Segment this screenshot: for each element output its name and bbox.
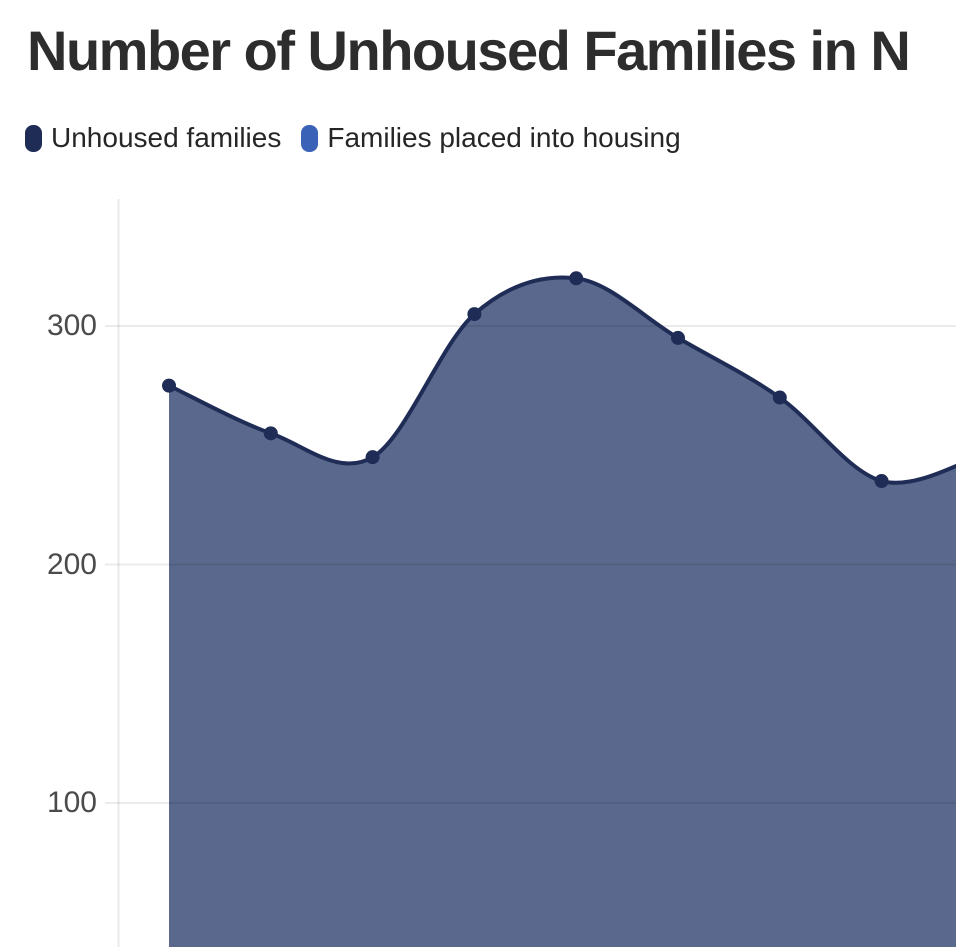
legend-item-families-placed: Families placed into housing (301, 122, 681, 154)
y-axis-label-200: 200 (46, 547, 97, 581)
data-point[interactable] (569, 271, 584, 286)
legend-item-unhoused-families: Unhoused families (25, 122, 281, 154)
y-axis-label-300: 300 (46, 309, 97, 342)
data-point[interactable] (772, 390, 787, 405)
legend-label-unhoused-families: Unhoused families (51, 122, 282, 153)
gridlines (105, 325, 956, 804)
legend-swatch-unhoused-families (25, 124, 42, 152)
data-point[interactable] (874, 474, 889, 489)
legend-swatch-families-placed (301, 124, 319, 152)
data-point[interactable] (467, 307, 482, 322)
data-points (162, 271, 889, 489)
data-point[interactable] (263, 426, 278, 441)
chart-legend: Unhoused families Families placed into h… (25, 122, 681, 154)
chart-title: Number of Unhoused Families in N (27, 19, 911, 82)
legend-label-families-placed: Families placed into housing (327, 122, 681, 153)
data-point[interactable] (162, 378, 176, 393)
y-axis-label-100: 100 (46, 786, 97, 819)
area-fill (169, 277, 956, 947)
data-point[interactable] (365, 450, 380, 465)
data-point[interactable] (671, 330, 685, 345)
